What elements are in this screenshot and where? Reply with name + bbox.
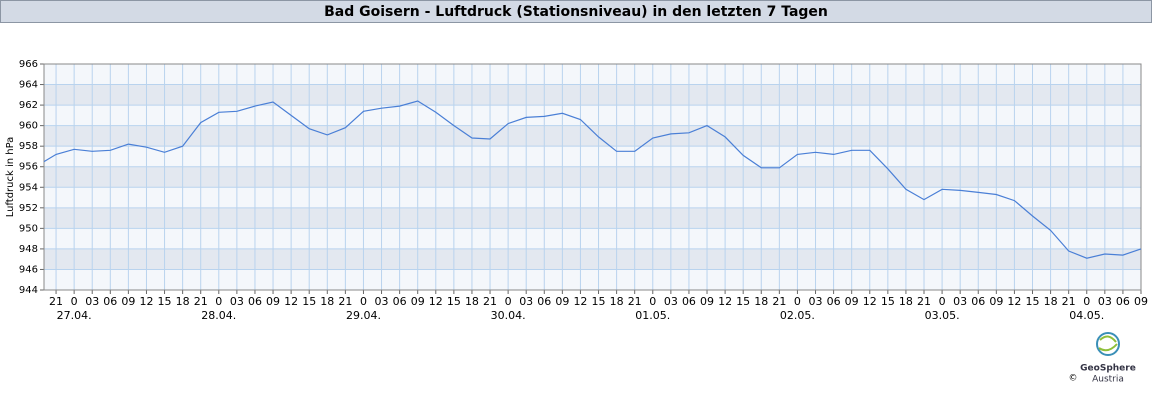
x-tick-label: 15: [302, 295, 316, 308]
x-tick-label: 03: [85, 295, 99, 308]
x-tick-label: 21: [49, 295, 63, 308]
x-tick-label: 03: [953, 295, 967, 308]
x-tick-label: 18: [176, 295, 190, 308]
y-tick-label: 964: [19, 80, 38, 91]
band: [44, 125, 1141, 147]
plot-border: [43, 63, 1142, 291]
x-tick-label: 15: [1026, 295, 1040, 308]
x-tick-label: 0: [505, 295, 512, 308]
x-tick-label: 06: [682, 295, 696, 308]
x-tick-label: 06: [827, 295, 841, 308]
x-tick-label: 09: [700, 295, 714, 308]
x-tick-label: 15: [736, 295, 750, 308]
x-tick-label: 21: [338, 295, 352, 308]
x-tick-label: 09: [845, 295, 859, 308]
date-label: 03.05.: [925, 309, 960, 322]
logo: GeoSphere © Austria: [1069, 332, 1136, 385]
x-tick-label: 12: [718, 295, 732, 308]
x-tick-label: 09: [411, 295, 425, 308]
date-label: 29.04.: [346, 309, 381, 322]
x-tick-label: 12: [1007, 295, 1021, 308]
x-tick-label: 03: [375, 295, 389, 308]
data-line: [43, 100, 1142, 259]
y-tick-label: 954: [19, 182, 38, 193]
x-tick-label: 03: [809, 295, 823, 308]
y-tick-label: 952: [19, 203, 38, 214]
logo-icon: [1098, 335, 1118, 352]
x-tick-label: 09: [1134, 295, 1148, 308]
x-tick-label: 21: [628, 295, 642, 308]
x-tick-label: 0: [649, 295, 656, 308]
y-axis-label: Luftdruck in hPa: [5, 137, 16, 218]
x-tick-label: 18: [320, 295, 334, 308]
x-tick-label: 21: [483, 295, 497, 308]
x-tick-label: 18: [1044, 295, 1058, 308]
x-tick-label: 12: [863, 295, 877, 308]
logo-text: GeoSphere: [1080, 364, 1136, 374]
band: [44, 248, 1141, 270]
date-label: 04.05.: [1069, 309, 1104, 322]
x-tick-label: 06: [537, 295, 551, 308]
x-tick-label: 03: [1098, 295, 1112, 308]
y-tick-label: 948: [19, 244, 38, 255]
x-tick-label: 21: [917, 295, 931, 308]
x-tick-label: 09: [555, 295, 569, 308]
x-tick-label: 18: [465, 295, 479, 308]
y-tick-label: 956: [19, 162, 38, 173]
x-tick-label: 15: [881, 295, 895, 308]
y-tick-label: 944: [19, 285, 38, 296]
x-tick-label: 0: [1083, 295, 1090, 308]
x-tick-label: 12: [429, 295, 443, 308]
x-tick-label: 18: [899, 295, 913, 308]
band: [44, 207, 1141, 229]
x-tick-label: 06: [1116, 295, 1130, 308]
x-tick-label: 21: [1062, 295, 1076, 308]
x-tick-label: 06: [393, 295, 407, 308]
x-tick-label: 09: [266, 295, 280, 308]
y-tick-label: 966: [19, 59, 38, 70]
logo-text: Austria: [1092, 375, 1124, 385]
x-tick-label: 03: [230, 295, 244, 308]
x-tick-label: 0: [360, 295, 367, 308]
x-tick-label: 09: [989, 295, 1003, 308]
x-tick-label: 18: [610, 295, 624, 308]
x-tick-label: 06: [103, 295, 117, 308]
x-tick-label: 12: [284, 295, 298, 308]
date-label: 27.04.: [57, 309, 92, 322]
x-tick-label: 15: [158, 295, 172, 308]
x-tick-label: 21: [772, 295, 786, 308]
x-tick-label: 18: [754, 295, 768, 308]
x-tick-label: 21: [194, 295, 208, 308]
copyright: ©: [1069, 374, 1078, 384]
x-tick-label: 03: [519, 295, 533, 308]
date-label: 30.04.: [491, 309, 526, 322]
chart-title: Bad Goisern - Luftdruck (Stationsniveau)…: [324, 4, 828, 20]
x-tick-label: 03: [664, 295, 678, 308]
x-tick-label: 06: [248, 295, 262, 308]
logo-icon: [1096, 332, 1120, 356]
y-tick-label: 960: [19, 121, 38, 132]
date-label: 01.05.: [635, 309, 670, 322]
y-tick-label: 950: [19, 223, 38, 234]
x-tick-label: 0: [939, 295, 946, 308]
y-tick-label: 962: [19, 100, 38, 111]
x-tick-label: 0: [71, 295, 78, 308]
y-tick-label: 946: [19, 264, 38, 275]
date-label: 02.05.: [780, 309, 815, 322]
band: [44, 166, 1141, 188]
x-tick-label: 15: [592, 295, 606, 308]
x-tick-label: 12: [139, 295, 153, 308]
x-tick-label: 0: [215, 295, 222, 308]
band: [44, 84, 1141, 106]
date-label: 28.04.: [201, 309, 236, 322]
x-tick-label: 0: [794, 295, 801, 308]
y-tick-label: 958: [19, 141, 38, 152]
x-tick-label: 09: [121, 295, 135, 308]
x-tick-label: 15: [447, 295, 461, 308]
x-tick-label: 12: [573, 295, 587, 308]
x-tick-label: 06: [971, 295, 985, 308]
